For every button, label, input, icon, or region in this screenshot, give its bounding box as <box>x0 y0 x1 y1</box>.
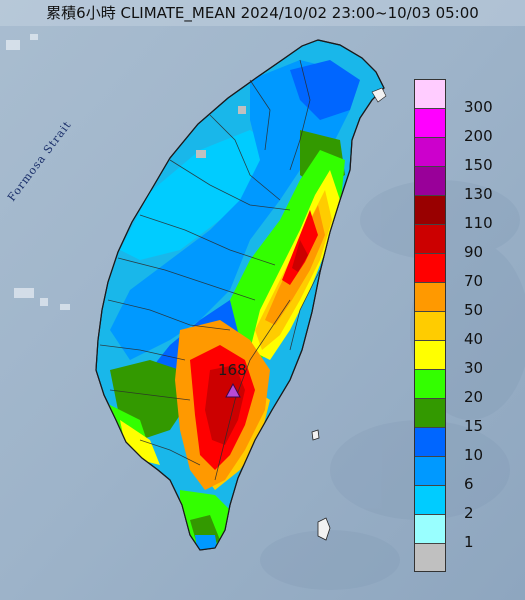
legend-swatch <box>414 311 446 340</box>
legend-swatch <box>414 79 446 108</box>
orchid-island <box>317 517 331 541</box>
keelung-islet <box>371 87 387 103</box>
legend-label: 40 <box>464 330 484 348</box>
cloud-patches <box>6 34 70 310</box>
legend-swatch <box>414 340 446 369</box>
legend-label: 6 <box>464 475 474 493</box>
legend-label: 20 <box>464 388 484 406</box>
legend-label: 10 <box>464 446 484 464</box>
legend-label: 30 <box>464 359 484 377</box>
green-island <box>311 429 320 441</box>
peak-value: 168 <box>218 361 247 379</box>
legend-swatch <box>414 427 446 456</box>
county-boundaries <box>99 59 321 481</box>
legend-swatch <box>414 485 446 514</box>
legend-swatch <box>414 253 446 282</box>
legend-swatch <box>414 398 446 427</box>
legend-swatch <box>414 108 446 137</box>
legend-swatch <box>414 543 446 572</box>
legend-label: 150 <box>464 156 493 174</box>
rainfall-field <box>100 60 360 550</box>
legend-label: 2 <box>464 504 474 522</box>
legend-label: 300 <box>464 98 493 116</box>
legend-swatch <box>414 456 446 485</box>
legend-swatch <box>414 514 446 543</box>
legend-swatch <box>414 137 446 166</box>
peak-marker-icon <box>225 382 241 398</box>
legend-label: 200 <box>464 127 493 145</box>
legend-swatch <box>414 224 446 253</box>
legend-swatch <box>414 195 446 224</box>
map-title: 累積6小時 CLIMATE_MEAN 2024/10/02 23:00~10/0… <box>0 0 525 26</box>
legend-label: 110 <box>464 214 493 232</box>
legend-label: 50 <box>464 301 484 319</box>
legend-label: 15 <box>464 417 484 435</box>
legend-swatch <box>414 369 446 398</box>
legend-swatch <box>414 282 446 311</box>
legend-swatch <box>414 166 446 195</box>
legend-label: 1 <box>464 533 474 551</box>
legend-label: 90 <box>464 243 484 261</box>
legend-label: 130 <box>464 185 493 203</box>
legend-label: 70 <box>464 272 484 290</box>
coastline <box>95 39 385 551</box>
